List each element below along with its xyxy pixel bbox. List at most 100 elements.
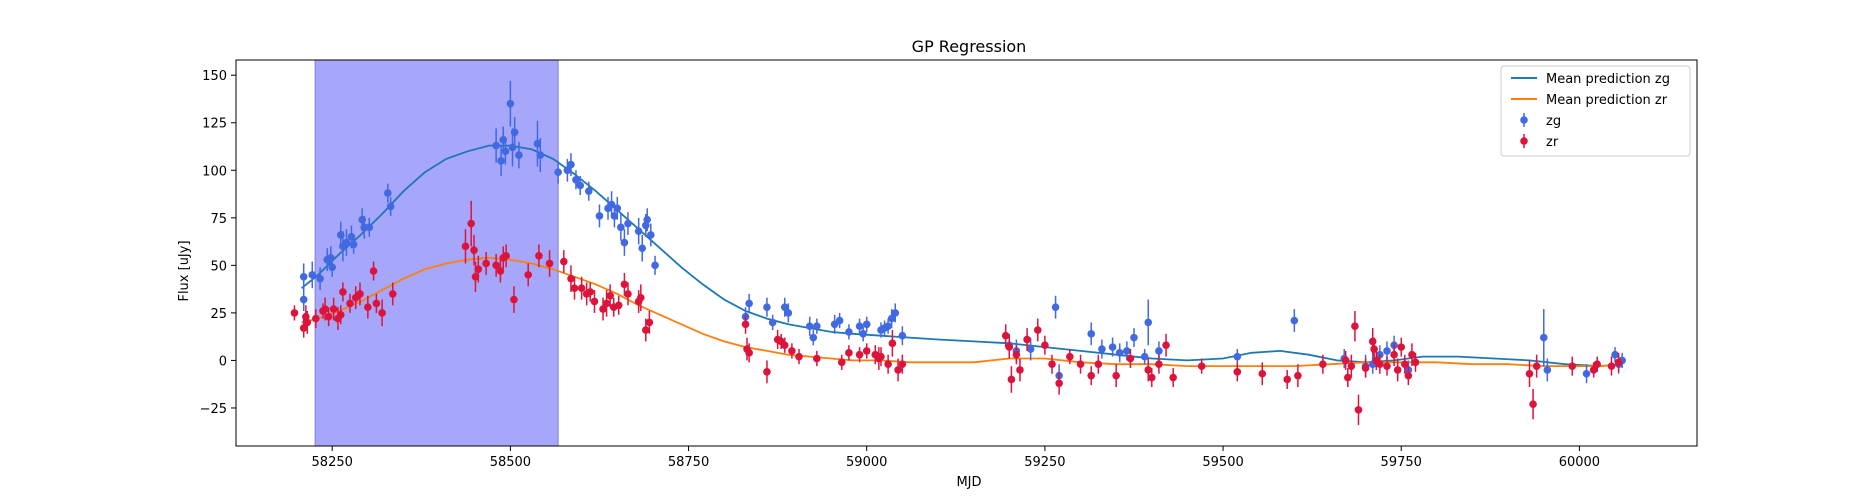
data-point-zr (1393, 358, 1402, 382)
data-point-zg (497, 145, 505, 176)
data-point-zr (1343, 368, 1352, 388)
data-point-zr (1258, 362, 1267, 386)
data-point-zr (570, 276, 579, 300)
plot-frame (235, 59, 1698, 447)
data-point-zr (388, 282, 397, 306)
data-point-zg (349, 234, 358, 254)
data-point-zr (303, 310, 312, 334)
y-tick-label: 25 (210, 307, 227, 322)
data-point-zr (545, 250, 554, 277)
data-point-zr (467, 200, 475, 247)
data-point-zg (308, 261, 317, 289)
data-point-zg (855, 318, 864, 334)
legend-marker-swatch (1520, 134, 1528, 148)
y-tick-label: 50 (210, 259, 227, 274)
data-point-zr (535, 244, 543, 268)
data-point-zg (768, 314, 777, 331)
data-point-zr (378, 299, 386, 327)
data-point-zr (1155, 354, 1163, 374)
data-point-zg (567, 153, 575, 176)
data-point-zr (461, 229, 470, 264)
data-point-zg (1539, 309, 1548, 367)
data-point-zr (837, 354, 846, 370)
y-tick-label: 75 (210, 212, 227, 227)
data-point-zr (1376, 354, 1384, 374)
data-point-zg (891, 303, 900, 323)
data-point-zg (813, 318, 821, 334)
data-point-zg (572, 170, 580, 190)
data-point-zr (898, 354, 907, 374)
data-point-zg (492, 128, 500, 163)
x-tick-label: 59750 (1381, 455, 1422, 470)
data-point-zg (624, 212, 632, 235)
data-point-zg (510, 117, 519, 148)
data-point-zr (290, 305, 299, 321)
x-tick-label: 60000 (1559, 455, 1600, 470)
data-point-zg (1144, 299, 1153, 346)
data-point-zr (364, 295, 372, 319)
y-tick-label: 150 (202, 69, 227, 84)
data-point-zg (617, 214, 625, 241)
data-point-zg (501, 137, 510, 165)
data-point-zg (859, 326, 867, 342)
data-point-zg (646, 223, 655, 247)
data-point-zr (1016, 358, 1024, 382)
data-point-zr (1529, 388, 1537, 420)
data-point-zr (590, 290, 599, 313)
data-point-zr (1147, 368, 1156, 388)
data-point-zg (1582, 364, 1591, 384)
data-point-zr (336, 305, 345, 325)
data-point-zr (1169, 368, 1177, 388)
data-point-zr (606, 284, 614, 308)
data-point-zr (577, 276, 586, 300)
data-point-zg (1098, 339, 1106, 359)
data-point-zr (1614, 352, 1623, 372)
data-point-zr (1055, 371, 1063, 395)
x-tick-label: 58500 (490, 455, 531, 470)
data-point-zr (1048, 354, 1056, 374)
data-point-zg (884, 318, 892, 334)
legend-label: zr (1546, 135, 1559, 150)
data-point-zg (763, 297, 771, 317)
data-point-zr (884, 354, 892, 374)
data-point-zg (365, 217, 374, 237)
data-point-zg (299, 288, 308, 311)
data-point-zr (1005, 335, 1014, 359)
x-tick-label: 59250 (1024, 455, 1065, 470)
data-point-zg (898, 326, 907, 346)
data-point-zg (607, 191, 616, 218)
data-point-zr (492, 253, 500, 277)
data-point-zr (1593, 356, 1602, 372)
data-point-zr (1341, 350, 1350, 370)
data-point-zg (1611, 347, 1619, 363)
data-point-zr (471, 261, 480, 292)
data-point-zr (1112, 364, 1120, 388)
data-point-zg (342, 229, 351, 256)
data-point-zr (745, 343, 753, 363)
data-point-zr (474, 255, 483, 283)
data-point-zr (855, 347, 864, 363)
x-tick-label: 59500 (1202, 455, 1243, 470)
data-point-zg (634, 217, 643, 245)
data-point-zg (1130, 328, 1138, 348)
data-point-zr (510, 286, 518, 313)
data-point-zr (780, 337, 789, 353)
data-point-zr (324, 307, 333, 327)
data-point-zr (586, 282, 595, 302)
data-point-zg (651, 255, 659, 275)
data-point-zr (1294, 364, 1302, 388)
data-point-zr (524, 263, 532, 287)
data-point-zr (1607, 356, 1616, 376)
data-point-zr (788, 343, 796, 359)
data-point-zg (745, 293, 753, 313)
chart-title: GP Regression (912, 37, 1027, 56)
data-point-zr (1568, 356, 1577, 376)
data-point-zr (1411, 352, 1420, 372)
data-point-zr (1401, 354, 1409, 374)
data-point-zr (470, 234, 478, 266)
x-tick-label: 59000 (846, 455, 887, 470)
y-axis-label: Flux [uJy] (177, 240, 192, 301)
data-point-zr (813, 350, 821, 367)
data-point-zr (1012, 345, 1021, 365)
data-point-zr (312, 309, 320, 329)
